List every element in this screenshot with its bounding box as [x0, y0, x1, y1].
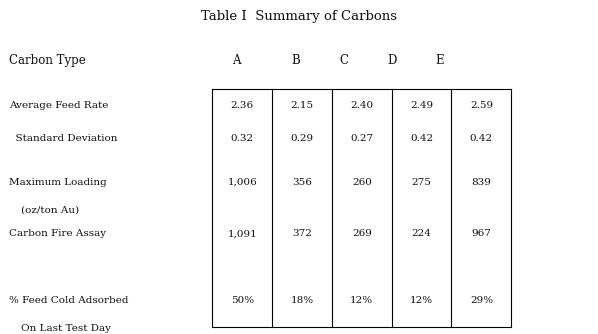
Text: 29%: 29%: [470, 296, 493, 305]
Text: 1,091: 1,091: [227, 229, 257, 238]
Text: 967: 967: [471, 229, 492, 238]
Text: Table I  Summary of Carbons: Table I Summary of Carbons: [201, 10, 397, 23]
Text: % Feed Cold Adsorbed: % Feed Cold Adsorbed: [9, 296, 129, 305]
Text: 50%: 50%: [231, 296, 254, 305]
Text: 2.36: 2.36: [231, 101, 254, 110]
Text: (oz/ton Au): (oz/ton Au): [21, 206, 79, 215]
Text: Carbon Type: Carbon Type: [9, 54, 86, 66]
Text: 2.49: 2.49: [410, 101, 433, 110]
Text: 2.40: 2.40: [350, 101, 373, 110]
Text: 12%: 12%: [410, 296, 433, 305]
Text: Standard Deviation: Standard Deviation: [9, 134, 117, 143]
Text: A: A: [232, 54, 240, 66]
Text: 0.32: 0.32: [231, 134, 254, 143]
Text: 269: 269: [352, 229, 372, 238]
Text: 839: 839: [471, 178, 492, 186]
Text: 0.29: 0.29: [291, 134, 313, 143]
Text: 356: 356: [292, 178, 312, 186]
Text: On Last Test Day: On Last Test Day: [21, 325, 111, 333]
Text: 18%: 18%: [291, 296, 313, 305]
Text: E: E: [435, 54, 444, 66]
Text: 275: 275: [411, 178, 432, 186]
Text: 260: 260: [352, 178, 372, 186]
Text: 0.42: 0.42: [470, 134, 493, 143]
Text: D: D: [387, 54, 396, 66]
Text: 2.15: 2.15: [291, 101, 313, 110]
Text: 0.42: 0.42: [410, 134, 433, 143]
Text: 372: 372: [292, 229, 312, 238]
Text: B: B: [292, 54, 300, 66]
Text: 224: 224: [411, 229, 432, 238]
Text: 1,006: 1,006: [227, 178, 257, 186]
Text: Carbon Fire Assay: Carbon Fire Assay: [9, 229, 106, 238]
Text: Maximum Loading: Maximum Loading: [9, 178, 106, 186]
Text: 0.27: 0.27: [350, 134, 373, 143]
Text: Average Feed Rate: Average Feed Rate: [9, 101, 108, 110]
Text: 2.59: 2.59: [470, 101, 493, 110]
Text: C: C: [339, 54, 349, 66]
Text: 12%: 12%: [350, 296, 373, 305]
